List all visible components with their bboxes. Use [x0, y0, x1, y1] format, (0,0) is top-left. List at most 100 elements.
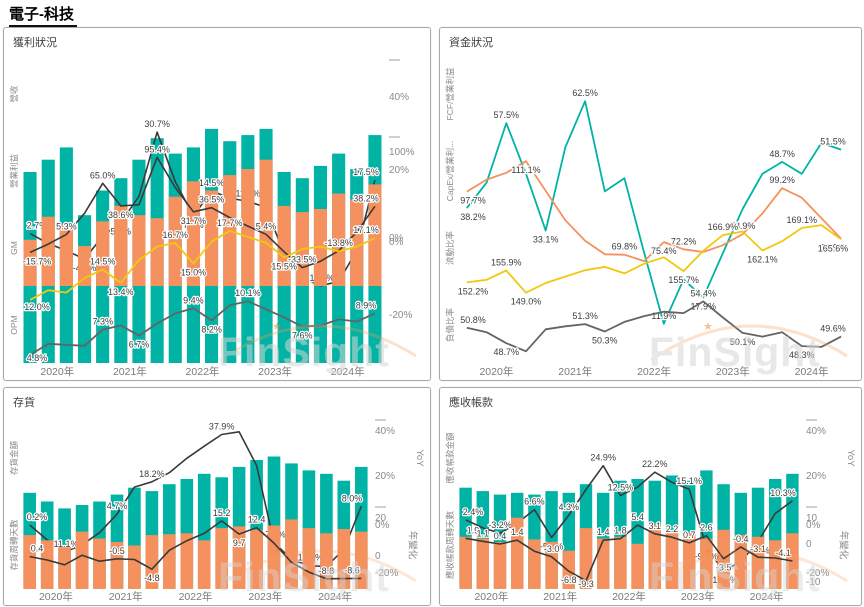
- bar[interactable]: [332, 193, 346, 286]
- data-label: 3.1: [649, 520, 662, 530]
- data-label: -6.8: [561, 575, 577, 585]
- data-label: 51.5%: [820, 137, 846, 147]
- line-legend-dash-icon: [375, 419, 386, 421]
- bar[interactable]: [93, 538, 106, 589]
- bar[interactable]: [769, 539, 782, 589]
- chart-plot-receivables-turnover-days[interactable]: 1.9 1.1 0.4 1.4 -3.0 -6.8 -9.3 1.4 1.8 5.4 3.1 2.2 0…: [457, 502, 801, 589]
- bar[interactable]: [665, 531, 679, 589]
- bar[interactable]: [267, 525, 281, 589]
- chart-plot-current-ratio[interactable]: 152.2% 155.9% 149.0% 155.7% 166.9% 162.1% 169.…: [457, 209, 851, 308]
- bar[interactable]: [631, 543, 644, 589]
- line-series[interactable]: [29, 300, 376, 356]
- bar[interactable]: [350, 199, 364, 286]
- bar[interactable]: [545, 541, 558, 589]
- y-axis-gross-margin: [384, 209, 428, 286]
- bar[interactable]: [459, 536, 472, 589]
- chart-plot-revenue[interactable]: 2.7%-4.3%5.8%30.7%7.6%14.5%11.6%-11.7%17…: [21, 55, 384, 363]
- bar[interactable]: [476, 538, 489, 589]
- data-label: 162.1%: [747, 255, 778, 265]
- bar[interactable]: [41, 216, 55, 286]
- y-axis-title-text: OPM: [8, 314, 19, 335]
- line-legend-dash-icon: [806, 505, 817, 508]
- y-axis-fcf-to-operating-income: [851, 55, 859, 132]
- chart-plot-debt-ratio[interactable]: 50.8% 48.7% 51.3% 50.3% 54.4% 50.1% 48.3% 49.6%: [457, 286, 851, 363]
- data-label: 95.4%: [144, 144, 170, 154]
- bar[interactable]: [205, 190, 219, 287]
- chart-inventory-turnover-days: 存貨周轉天數 0.4 -0.5 -4.8 15.2 9.7 12.4 -8.8 -8.6 20 0 年…: [6, 502, 428, 589]
- bar[interactable]: [786, 532, 799, 589]
- data-label: 0.4: [31, 543, 44, 553]
- bar[interactable]: [23, 534, 36, 589]
- data-label: 9.4%: [183, 295, 204, 305]
- bar[interactable]: [128, 545, 141, 589]
- line-series[interactable]: [466, 160, 842, 263]
- bar[interactable]: [562, 550, 575, 589]
- x-axis-inventory: 2020年 2021年 2022年 2023年 2024年: [21, 589, 370, 603]
- bar[interactable]: [355, 531, 368, 589]
- bar[interactable]: [285, 518, 298, 589]
- chart-plot-capex-to-operating-income[interactable]: 97.7% 111.1% 69.8% 75.4% 72.2% 78.9% 99.2% 76.9…: [457, 132, 851, 263]
- line-series[interactable]: [29, 519, 362, 580]
- y-axis-title-revenue: 營收: [6, 55, 21, 132]
- line-series[interactable]: [466, 300, 842, 353]
- line-series[interactable]: [465, 523, 793, 581]
- bar[interactable]: [751, 536, 765, 589]
- y-axis-title-inventory-amount: 存貨金額: [6, 415, 21, 502]
- bar[interactable]: [110, 541, 124, 589]
- bar[interactable]: [114, 205, 128, 286]
- chart-gross-margin: GM 12.0% 14.5% 13.4% 16.7% 15.0% 17.7% 15.5% 17.…: [6, 209, 428, 312]
- line-series[interactable]: [466, 100, 842, 325]
- y-axis-title-fcf-to-operating-income: FCF/營業利益: [442, 55, 457, 132]
- chart-plot-fcf-to-operating-income[interactable]: 38.2% 57.5% 33.1% 62.5% 11.9% 17.9% 48.7% 51.5%: [457, 55, 851, 325]
- chart-plot-inventory-amount[interactable]: 0.2%-11.1%4.7%18.2%37.9%-7.1%-16.7%8.0%: [21, 415, 370, 588]
- data-label: 165.6%: [818, 243, 849, 253]
- line-legend-dash-icon: [389, 136, 400, 138]
- bar[interactable]: [145, 534, 159, 589]
- bar[interactable]: [493, 541, 507, 589]
- bar[interactable]: [528, 538, 541, 589]
- bar[interactable]: [277, 205, 291, 286]
- bar[interactable]: [96, 221, 110, 286]
- chart-plot-receivables-amount[interactable]: 2.4%-3.2%6.6%-5.0%4.3%24.9%12.5%22.2%15.…: [457, 415, 801, 588]
- bar[interactable]: [614, 536, 627, 589]
- y-axis-operating-income: 100% 0%: [384, 132, 428, 244]
- bar[interactable]: [597, 538, 610, 589]
- bar[interactable]: [683, 532, 696, 589]
- bar[interactable]: [197, 539, 211, 589]
- x-axis-year-label: 2020年: [40, 366, 75, 378]
- line-series[interactable]: [466, 224, 842, 294]
- bar[interactable]: [511, 517, 524, 589]
- bar[interactable]: [150, 218, 164, 286]
- bar[interactable]: [59, 224, 73, 286]
- bar[interactable]: [132, 215, 146, 286]
- bar[interactable]: [250, 529, 263, 589]
- line-series[interactable]: [29, 156, 376, 269]
- bar[interactable]: [320, 532, 333, 589]
- data-label: 2.4%: [463, 507, 484, 517]
- chart-plot-inventory-turnover-days[interactable]: 0.4 -0.5 -4.8 15.2 9.7 12.4 -8.8 -8.6: [21, 502, 370, 589]
- bar[interactable]: [700, 538, 713, 589]
- data-label: -4.8: [144, 573, 160, 583]
- bar[interactable]: [648, 524, 661, 589]
- data-label: 169.1%: [787, 215, 818, 225]
- bar[interactable]: [58, 546, 71, 589]
- line-series[interactable]: [29, 229, 376, 301]
- bar[interactable]: [302, 527, 316, 589]
- bar[interactable]: [337, 528, 351, 589]
- bar[interactable]: [259, 159, 273, 286]
- bar[interactable]: [40, 539, 54, 589]
- bar[interactable]: [232, 525, 246, 589]
- y-axis-title-receivables-amount: 應收帳款金額: [442, 415, 457, 502]
- panel-title-capital: 資金狀況: [449, 37, 493, 49]
- y-axis-unit-label: 年變化: [837, 530, 849, 560]
- chart-plot-gross-margin[interactable]: 12.0% 14.5% 13.4% 16.7% 15.0% 17.7% 15.5% 17.1%: [21, 209, 384, 312]
- chart-plot-operating-margin[interactable]: 4.8% 7.3% 6.7% 9.4% 8.2% 10.1% 7.6% 8.9%: [21, 286, 384, 363]
- chart-plot-operating-income[interactable]: -15.7% 5.3% 65.0% 38.6% 95.4% 31.7% 36.5% 5.4% -…: [21, 132, 384, 286]
- data-label: 5.3%: [56, 221, 77, 231]
- bar[interactable]: [168, 196, 182, 286]
- bar[interactable]: [75, 531, 89, 589]
- bar[interactable]: [163, 533, 176, 589]
- bar[interactable]: [180, 532, 194, 589]
- bar[interactable]: [241, 169, 255, 286]
- bar[interactable]: [215, 527, 228, 589]
